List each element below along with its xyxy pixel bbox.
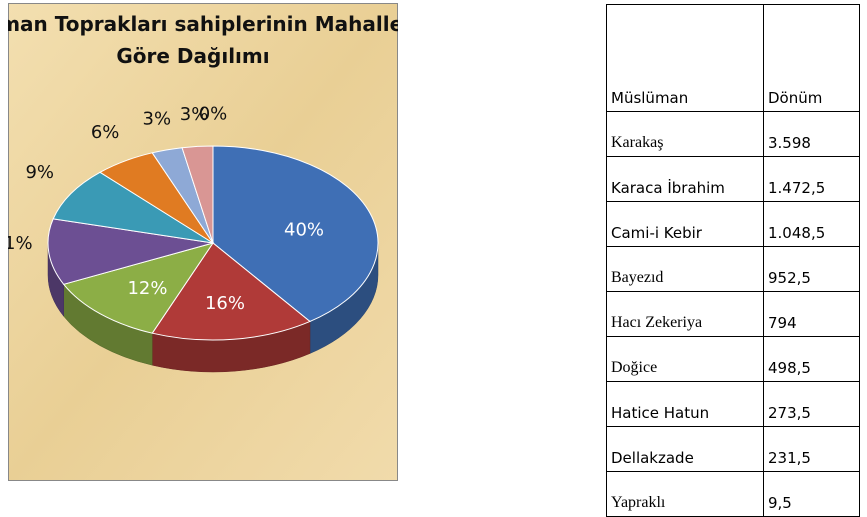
pie-tops xyxy=(47,145,379,341)
table-row: Doğice 498,5 xyxy=(606,336,860,382)
data-label: 3% xyxy=(180,104,209,125)
table-cell: 3.598 xyxy=(763,111,860,157)
table-cell: 952,5 xyxy=(763,246,860,292)
table-cell: 1.472,5 xyxy=(763,156,860,202)
table-cell: Cami-i Kebir xyxy=(606,201,764,247)
data-label: 9% xyxy=(25,162,54,183)
data-label: 40% xyxy=(284,220,324,241)
table-row: Hacı Zekeriya 794 xyxy=(606,291,860,337)
table-cell: 231,5 xyxy=(763,426,860,472)
table-cell: 1.048,5 xyxy=(763,201,860,247)
data-label: 3% xyxy=(143,108,172,129)
chart-title: Müslüman Toprakları sahiplerinin Mahalle… xyxy=(8,12,398,68)
table-cell: 273,5 xyxy=(763,381,860,427)
table-row: Yapraklı 9,5 xyxy=(606,471,860,517)
table-row: Karaca İbrahim 1.472,5 xyxy=(606,156,860,202)
data-label: 0% xyxy=(199,104,228,125)
pie-slice xyxy=(52,171,214,244)
table-cell: Yapraklı xyxy=(606,471,764,517)
pie-slice xyxy=(212,145,379,323)
pie-slice xyxy=(62,242,215,334)
table-cell: Dellakzade xyxy=(606,426,764,472)
table-row: Dellakzade 231,5 xyxy=(606,426,860,472)
table-cell: 9,5 xyxy=(763,471,860,517)
data-label: 11% xyxy=(8,233,33,254)
table-row: Karakaş 3.598 xyxy=(606,111,860,157)
table-row: Bayezıd 952,5 xyxy=(606,246,860,292)
table-cell: Karakaş xyxy=(606,111,764,157)
pie-slice xyxy=(47,218,214,285)
table-cell: Karaca İbrahim xyxy=(606,156,764,202)
table-cell: Dönüm xyxy=(763,4,860,112)
chart: Müslüman Toprakları sahiplerinin Mahalle… xyxy=(8,3,398,481)
data-label: 16% xyxy=(205,293,245,314)
table-cell: Hacı Zekeriya xyxy=(606,291,764,337)
table-row: Cami-i Kebir 1.048,5 xyxy=(606,201,860,247)
page: {"chart_data": {"type": "pie", "title": … xyxy=(8,3,860,517)
data-label: 12% xyxy=(127,278,167,299)
table-cell: Bayezıd xyxy=(606,246,764,292)
table-row: Müslüman Dönüm xyxy=(606,4,860,112)
table-row: Hatice Hatun 273,5 xyxy=(606,381,860,427)
data-table: Müslüman Dönüm Karakaş 3.598 Karaca İbrahim 1… xyxy=(606,4,860,517)
table-cell: Müslüman xyxy=(606,4,764,112)
pie-slice xyxy=(151,242,311,341)
table-cell: Hatice Hatun xyxy=(606,381,764,427)
table-cell: Doğice xyxy=(606,336,764,382)
table-cell: 794 xyxy=(763,291,860,337)
data-label: 6% xyxy=(91,122,120,143)
table-cell: 498,5 xyxy=(763,336,860,382)
